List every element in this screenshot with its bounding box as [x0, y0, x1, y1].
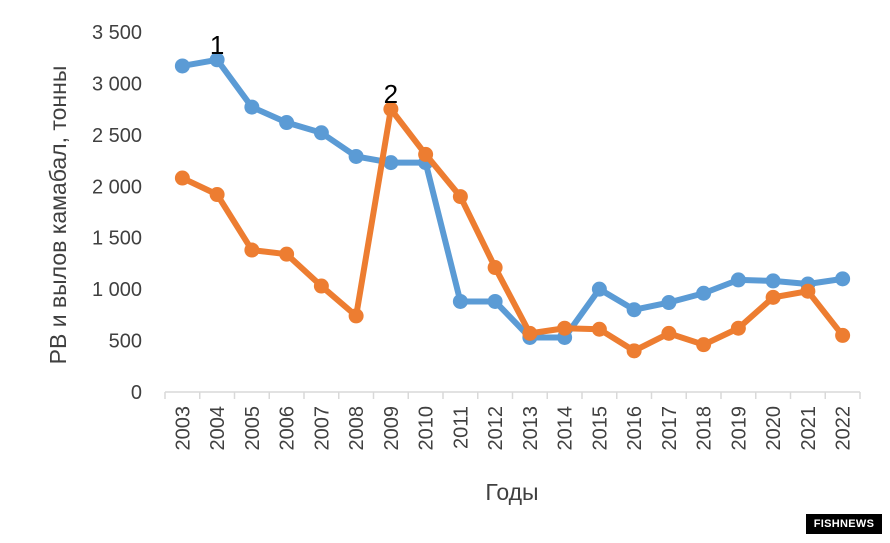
- y-tick-label: 3 000: [92, 73, 142, 95]
- data-point: [765, 289, 781, 305]
- data-point: [452, 293, 468, 309]
- x-tick-label: 2017: [659, 406, 681, 451]
- data-point: [835, 271, 851, 287]
- x-tick-label: 2011: [450, 406, 472, 449]
- data-point: [800, 283, 816, 299]
- data-point: [557, 320, 573, 336]
- y-tick-label: 1 500: [92, 228, 142, 250]
- x-tick-label: 2018: [694, 406, 716, 451]
- x-tick-label: 2009: [381, 406, 403, 451]
- x-tick-label: 2003: [172, 406, 194, 451]
- y-tick-label: 0: [131, 382, 142, 404]
- x-tick-label: 2020: [763, 406, 785, 451]
- data-point: [522, 325, 538, 341]
- data-point: [591, 321, 607, 337]
- series-2: [174, 101, 851, 359]
- data-point: [696, 285, 712, 301]
- data-point: [313, 278, 329, 294]
- data-point: [487, 293, 503, 309]
- data-point: [209, 187, 225, 203]
- y-tick-label: 2 000: [92, 176, 142, 198]
- data-point: [209, 52, 225, 68]
- data-point: [661, 295, 677, 311]
- data-point: [383, 101, 399, 117]
- data-point: [418, 146, 434, 162]
- y-tick-label: 3 500: [92, 22, 142, 44]
- data-point: [730, 320, 746, 336]
- x-tick-label: 2014: [555, 406, 577, 451]
- x-tick-label: 2004: [207, 406, 229, 451]
- data-point: [730, 272, 746, 288]
- data-point: [765, 273, 781, 289]
- data-point: [279, 115, 295, 131]
- tick-layer: 0 500 1 000 1 500 2 000 2 500 3 000 3 500 2003 20…: [92, 22, 861, 451]
- x-tick-label: 2005: [242, 406, 264, 451]
- y-tick-label: 1 000: [92, 279, 142, 301]
- x-tick-label: 2015: [589, 406, 611, 451]
- x-tick-label: 2006: [277, 406, 299, 451]
- series-label: 1: [210, 30, 224, 60]
- x-tick-label: 2022: [833, 406, 855, 451]
- data-point: [626, 302, 642, 318]
- data-point: [174, 170, 190, 186]
- x-tick-label: 2007: [311, 406, 333, 451]
- data-point: [696, 337, 712, 353]
- data-point: [661, 325, 677, 341]
- x-tick-label: 2021: [798, 406, 820, 451]
- x-axis-title: Годы: [485, 479, 538, 505]
- data-point: [313, 125, 329, 141]
- data-point: [348, 308, 364, 324]
- data-point: [452, 189, 468, 205]
- series-label: 2: [384, 79, 398, 109]
- x-tick-label: 2016: [624, 406, 646, 451]
- x-tick-label: 2013: [520, 406, 542, 451]
- x-tick-label: 2019: [728, 406, 750, 451]
- series-line: [179, 106, 846, 354]
- data-point: [244, 242, 260, 258]
- data-point: [174, 58, 190, 74]
- series-layer: 12: [174, 30, 851, 359]
- data-point: [487, 260, 503, 276]
- y-axis-title: РВ и вылов камабал, тонны: [45, 66, 71, 365]
- x-tick-label: 2012: [485, 406, 507, 451]
- data-point: [348, 148, 364, 164]
- data-point: [279, 246, 295, 262]
- x-tick-label: 2008: [346, 406, 368, 451]
- data-point: [244, 99, 260, 115]
- y-tick-label: 500: [109, 331, 142, 353]
- y-tick-label: 2 500: [92, 125, 142, 147]
- data-point: [591, 281, 607, 297]
- x-tick-label: 2010: [416, 406, 438, 451]
- data-point: [835, 327, 851, 343]
- data-point: [383, 155, 399, 171]
- series-1: [174, 52, 851, 345]
- fishnews-watermark: FISHNEWS: [806, 514, 882, 534]
- data-point: [626, 343, 642, 359]
